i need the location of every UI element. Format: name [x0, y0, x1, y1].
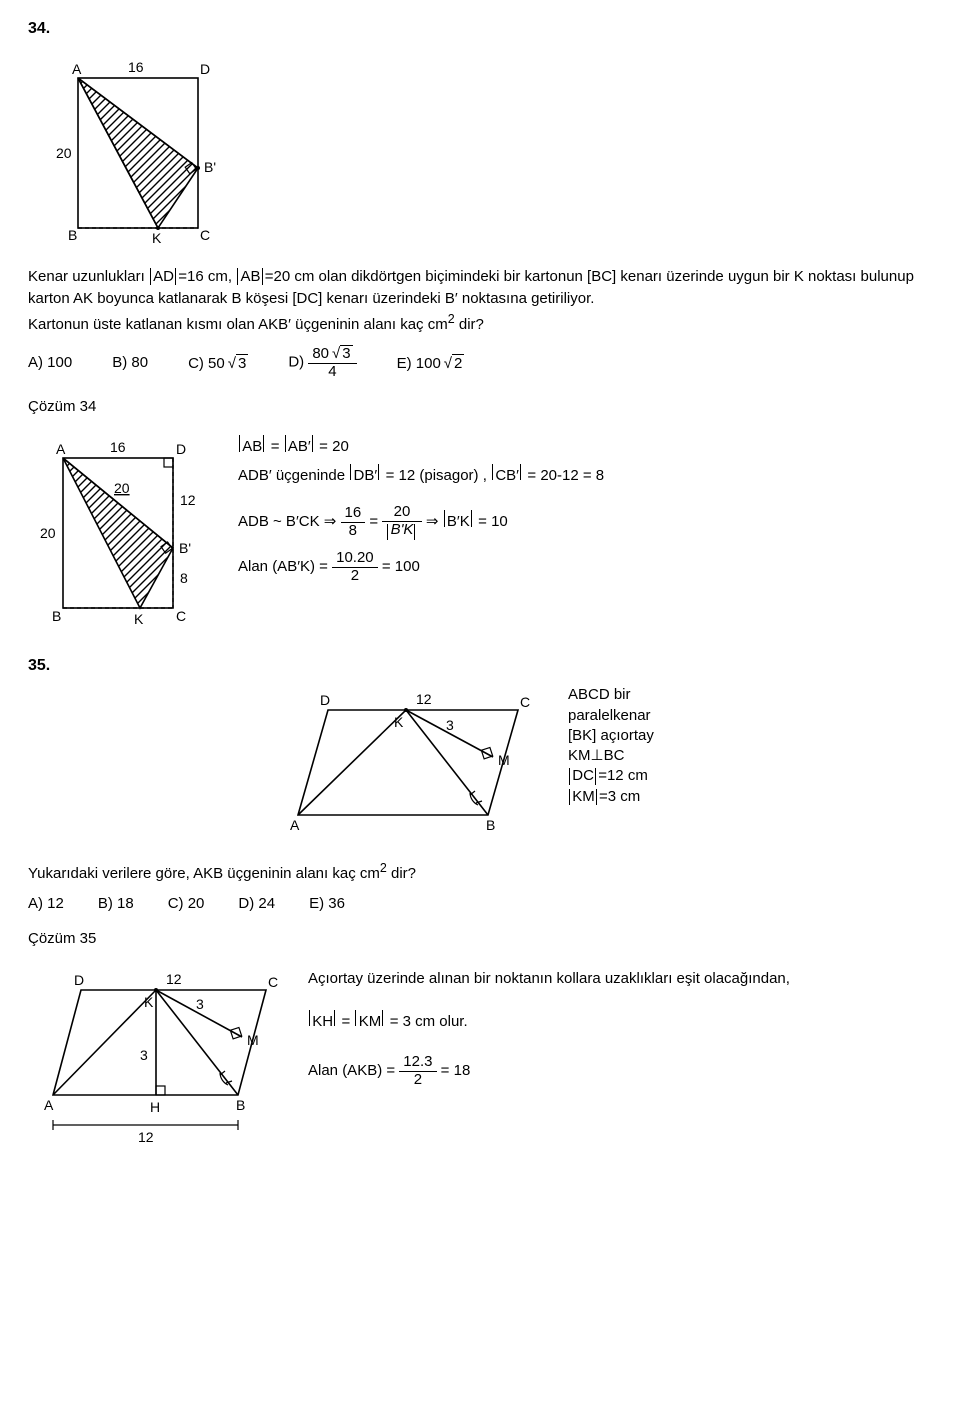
svg-text:D: D [176, 441, 186, 457]
q34-number: 34. [28, 20, 932, 38]
svg-text:C: C [200, 227, 210, 243]
q35-solution-title: Çözüm 35 [28, 930, 932, 947]
svg-text:K: K [152, 230, 162, 246]
svg-text:12: 12 [138, 1129, 154, 1145]
q35-prompt: Yukarıdaki verilere göre, AKB üçgeninin … [28, 859, 932, 885]
svg-text:K: K [394, 714, 404, 730]
q35-caption: ABCD bir paralelkenar [BK] açıortay KM⊥B… [568, 685, 654, 807]
svg-text:B: B [486, 817, 495, 833]
choice-e: E) 1002 [397, 354, 465, 372]
choice-b: B) 18 [98, 895, 134, 912]
svg-text:20: 20 [56, 145, 72, 161]
svg-text:12: 12 [416, 691, 432, 707]
svg-text:20: 20 [40, 525, 56, 541]
svg-text:8: 8 [180, 570, 188, 586]
svg-text:H: H [150, 1099, 160, 1115]
svg-text:20: 20 [114, 480, 130, 496]
q35-solution-figure: D C A B K M H 12 3 3 12 [28, 965, 288, 1155]
choice-d: D) 8034 [288, 345, 356, 380]
q35-figure-row: D C A B K M 12 3 ABCD bir paralelkenar [… [28, 685, 932, 835]
q34-solution-title: Çözüm 34 [28, 398, 932, 415]
svg-text:B': B' [179, 540, 191, 556]
svg-text:A: A [72, 61, 82, 77]
q35-figure: D C A B K M 12 3 [268, 685, 548, 835]
svg-text:M: M [247, 1032, 259, 1048]
svg-text:D: D [200, 61, 210, 77]
svg-text:B': B' [204, 159, 216, 175]
svg-text:A: A [56, 441, 66, 457]
choice-d: D) 24 [238, 895, 275, 912]
choice-a: A) 12 [28, 895, 64, 912]
svg-text:M: M [498, 752, 510, 768]
svg-text:C: C [520, 694, 530, 710]
svg-text:B: B [68, 227, 77, 243]
svg-text:K: K [134, 611, 144, 627]
svg-text:B: B [236, 1097, 245, 1113]
svg-text:C: C [268, 974, 278, 990]
q35-choices: A) 12 B) 18 C) 20 D) 24 E) 36 [28, 895, 932, 912]
q34-choices: A) 100 B) 80 C) 503 D) 8034 E) 1002 [28, 345, 932, 380]
svg-text:A: A [44, 1097, 54, 1113]
svg-text:A: A [290, 817, 300, 833]
q34-figure: A D B C K B' 16 20 [28, 48, 932, 248]
svg-text:3: 3 [140, 1047, 148, 1063]
q34-solution: A D B C K B' 16 20 20 12 8 AB = AB′ = 20… [28, 433, 932, 633]
svg-text:3: 3 [196, 996, 204, 1012]
choice-b: B) 80 [112, 354, 148, 371]
svg-text:D: D [74, 972, 84, 988]
svg-text:K: K [144, 994, 154, 1010]
svg-text:16: 16 [110, 439, 126, 455]
q34-solution-figure: A D B C K B' 16 20 20 12 8 [28, 433, 218, 633]
svg-text:B: B [52, 608, 61, 624]
choice-c: C) 503 [188, 354, 248, 372]
svg-text:12: 12 [180, 492, 196, 508]
svg-text:12: 12 [166, 971, 182, 987]
q34-prompt: Kenar uzunlukları AD=16 cm, AB=20 cm ola… [28, 266, 932, 335]
choice-a: A) 100 [28, 354, 72, 371]
svg-text:C: C [176, 608, 186, 624]
svg-text:D: D [320, 692, 330, 708]
choice-c: C) 20 [168, 895, 205, 912]
svg-text:16: 16 [128, 59, 144, 75]
q35-solution: D C A B K M H 12 3 3 12 Açıortay üzerind… [28, 965, 932, 1155]
choice-e: E) 36 [309, 895, 345, 912]
svg-text:3: 3 [446, 717, 454, 733]
q35-number: 35. [28, 657, 932, 675]
